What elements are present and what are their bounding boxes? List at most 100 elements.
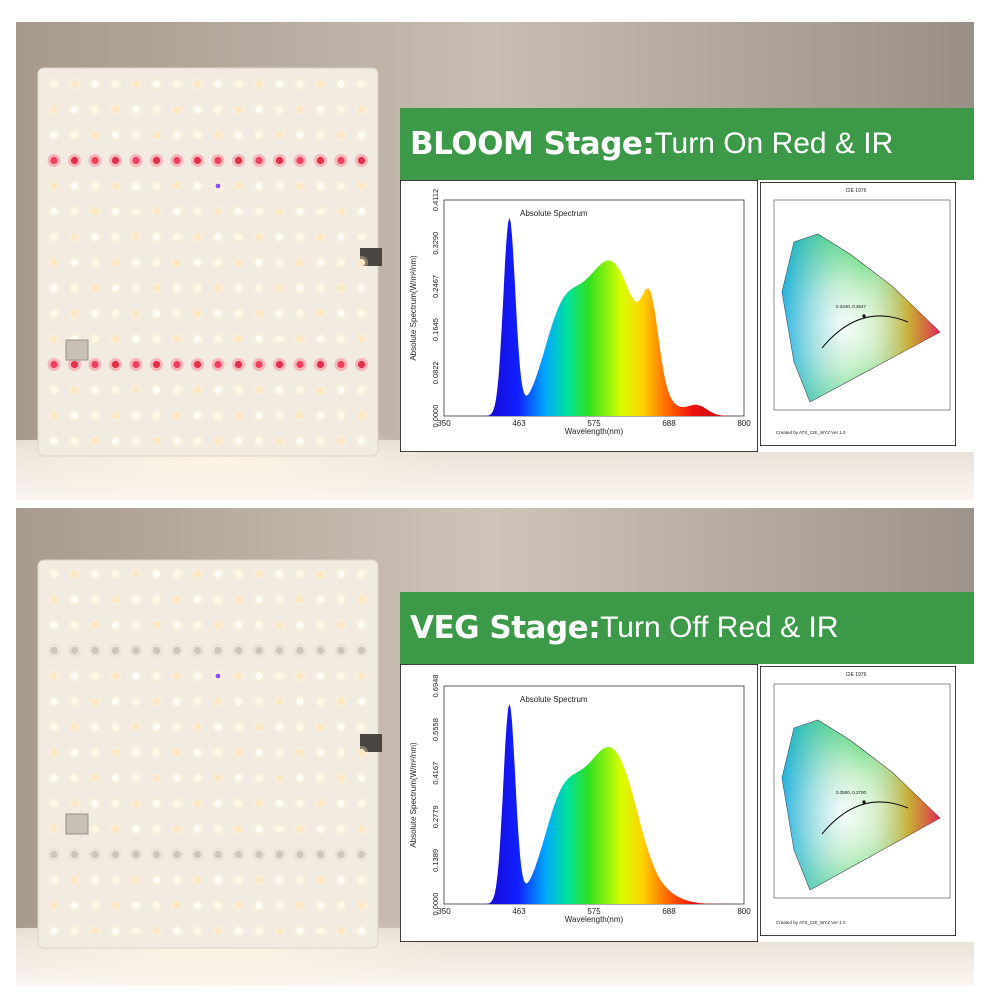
white-led [50, 411, 58, 420]
white-led [173, 748, 181, 757]
white-led [132, 799, 140, 808]
white-led [111, 697, 120, 706]
veg-action-label: Turn Off Red & IR [600, 611, 839, 644]
red-led [316, 156, 325, 165]
white-led [132, 774, 140, 782]
white-led [357, 80, 366, 88]
white-led [193, 284, 202, 292]
white-led [70, 595, 79, 604]
white-led [111, 309, 120, 318]
red-led [193, 646, 202, 655]
bloom-y-label: Absolute Spectrum(W/m²/nm) [409, 255, 418, 361]
white-led [275, 284, 284, 292]
white-led [70, 284, 79, 292]
white-led [234, 182, 243, 190]
white-led [132, 570, 140, 578]
white-led [296, 570, 304, 578]
white-led [111, 411, 120, 420]
white-led [357, 595, 366, 604]
white-led [316, 309, 325, 318]
red-led [357, 360, 366, 369]
bloom-y-tick: 0.1645 [431, 318, 440, 341]
white-led [173, 697, 181, 706]
white-led [111, 335, 120, 343]
white-led [173, 284, 181, 292]
white-led [91, 825, 99, 833]
white-led [50, 570, 58, 578]
white-led [193, 748, 202, 757]
white-led [50, 927, 58, 935]
white-led [255, 748, 263, 757]
white-led [132, 723, 140, 731]
veg-y-tick: 0.6948 [431, 675, 440, 698]
white-led [91, 799, 99, 808]
white-led [91, 309, 99, 318]
red-led [337, 360, 345, 369]
white-led [173, 570, 181, 578]
white-led [234, 411, 243, 420]
white-led [316, 697, 325, 706]
white-led [357, 131, 366, 139]
white-led [50, 309, 58, 318]
white-led [357, 335, 366, 343]
white-led [316, 774, 325, 782]
bloom-cie-point: 0.3440, 0.3647 [836, 304, 867, 309]
white-led [337, 182, 345, 190]
red-led [357, 646, 366, 655]
white-led [275, 927, 284, 935]
white-led [255, 309, 263, 318]
white-led [152, 411, 161, 420]
white-led [255, 570, 263, 578]
white-led [337, 411, 345, 420]
white-led [70, 774, 79, 782]
white-led [357, 799, 366, 808]
uv-led [215, 673, 221, 679]
white-led [214, 80, 222, 88]
bloom-x-tick: 463 [512, 419, 526, 428]
white-led [132, 437, 140, 445]
white-led [255, 901, 263, 910]
white-led [296, 131, 304, 139]
white-led [132, 335, 140, 343]
white-led [255, 182, 263, 190]
white-led [111, 595, 120, 604]
red-led [91, 360, 99, 369]
white-led [111, 672, 120, 680]
red-led [91, 156, 99, 165]
white-led [173, 437, 181, 445]
veg-y-label: Absolute Spectrum(W/m²/nm) [409, 742, 418, 848]
white-led [91, 748, 99, 757]
white-led [193, 927, 202, 935]
white-led [132, 105, 140, 114]
white-led [234, 672, 243, 680]
bloom-y-tick: 0.0822 [431, 361, 440, 384]
white-led [152, 621, 161, 629]
white-led [70, 309, 79, 318]
white-led [214, 131, 222, 139]
red-led [193, 156, 202, 165]
white-led [152, 233, 161, 241]
white-led [50, 437, 58, 445]
white-led [316, 335, 325, 343]
white-led [255, 284, 263, 292]
white-led [50, 748, 58, 757]
white-led [132, 697, 140, 706]
white-led [275, 876, 284, 884]
white-led [111, 207, 120, 216]
white-led [316, 901, 325, 910]
white-led [255, 131, 263, 139]
bloom-spectrum-title: Absolute Spectrum [520, 209, 588, 218]
white-led [234, 621, 243, 629]
white-led [214, 774, 222, 782]
white-led [214, 386, 222, 394]
red-led [70, 850, 79, 859]
veg-x-tick: 688 [662, 907, 676, 916]
white-led [70, 386, 79, 394]
white-led [193, 774, 202, 782]
white-led [316, 207, 325, 216]
white-led [296, 774, 304, 782]
white-led [91, 927, 99, 935]
white-led [91, 697, 99, 706]
white-led [132, 411, 140, 420]
white-led [316, 182, 325, 190]
